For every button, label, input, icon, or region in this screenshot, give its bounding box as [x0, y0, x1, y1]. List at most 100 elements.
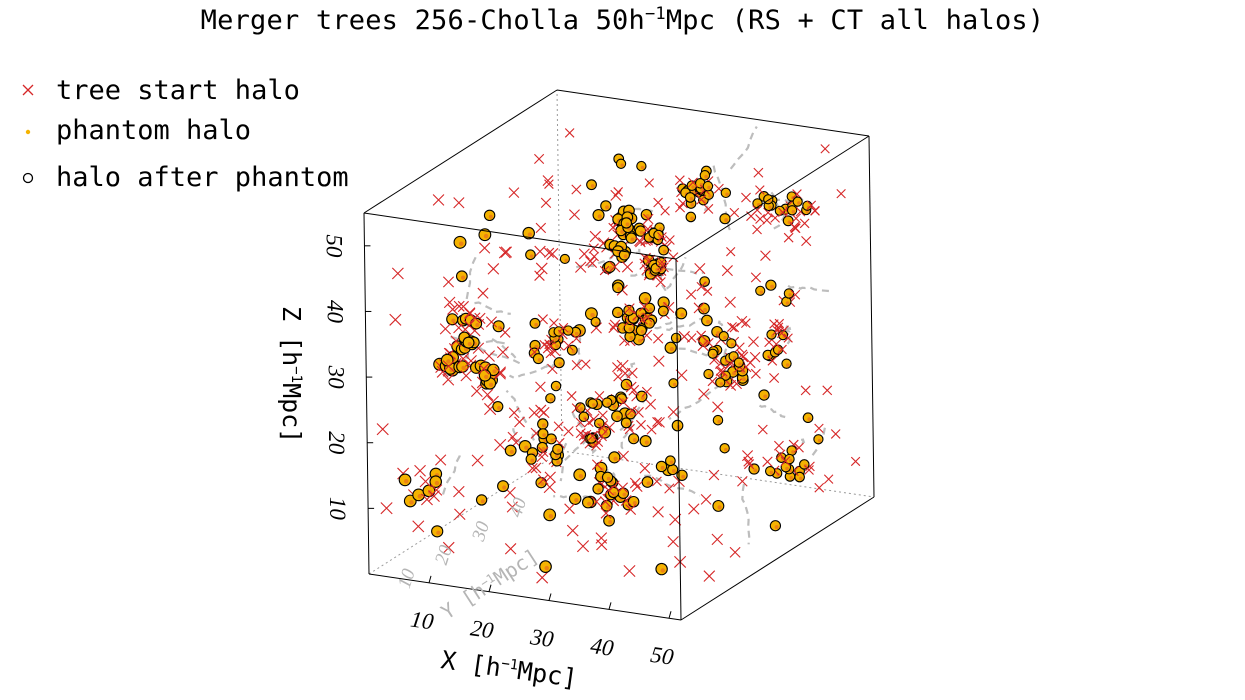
tree-start-marker — [668, 252, 679, 263]
phantom-halo-marker — [703, 307, 708, 313]
halo-track — [625, 361, 637, 378]
tree-start-marker — [508, 407, 520, 419]
phantom-halo-marker — [759, 290, 764, 294]
tree-start-marker — [769, 372, 780, 384]
box-edge — [868, 135, 875, 498]
tree-start-marker — [544, 247, 555, 258]
halo-after-phantom-marker — [755, 285, 766, 296]
phantom-halo-marker — [524, 445, 529, 450]
tree-start-marker — [760, 250, 771, 262]
tree-start-marker — [544, 179, 554, 189]
phantom-halo-marker — [622, 492, 627, 497]
tree-start-marker — [545, 341, 556, 352]
tree-start-marker — [549, 318, 559, 328]
phantom-halo-marker — [628, 327, 633, 332]
tree-start-marker — [646, 424, 657, 435]
tree-start-marker — [762, 215, 772, 226]
halo-track — [787, 284, 829, 293]
tree-start-marker — [783, 232, 794, 243]
tree-start-marker — [389, 313, 402, 326]
tree-start-marker — [380, 502, 393, 515]
z-tick-label: 40 — [322, 300, 347, 324]
z-tick-label: 50 — [321, 234, 346, 258]
phantom-halo-marker — [616, 415, 621, 420]
tree-start-marker — [626, 367, 638, 379]
box-front-edges — [363, 89, 875, 621]
y-tick-label: 20 — [431, 542, 457, 567]
tree-start-marker — [603, 485, 614, 496]
halo-track — [811, 422, 828, 456]
tree-start-marker — [460, 370, 472, 382]
tree-start-marker — [428, 490, 440, 503]
tree-start-marker — [850, 456, 861, 467]
tree-start-marker — [628, 384, 640, 396]
phantom-halo-marker — [541, 423, 546, 428]
phantom-halo-marker — [724, 447, 728, 452]
phantom-halo-marker — [669, 347, 675, 352]
tree-start-marker — [655, 277, 666, 288]
phantom-halo-marker — [620, 229, 625, 234]
tree-start-marker — [823, 474, 834, 484]
phantom-halo-marker — [785, 466, 789, 471]
tree-start-marker — [771, 339, 782, 349]
tree-start-marker — [443, 296, 456, 309]
halo-after-phantom-marker — [670, 332, 682, 344]
phantom-halo-marker — [671, 469, 676, 473]
phantom-halo-marker — [527, 232, 533, 237]
phantom-halo-marker — [770, 284, 775, 289]
tree-start-marker — [704, 337, 714, 348]
phantom-halo-marker — [817, 438, 822, 443]
tree-start-marker — [752, 224, 762, 235]
x-tick-label: 20 — [469, 615, 496, 643]
legend-label: tree start halo — [56, 74, 300, 106]
tree-start-marker — [430, 484, 443, 496]
phantom-halo-marker — [625, 422, 630, 427]
tree-start-marker — [667, 535, 679, 548]
tree-start-marker — [564, 128, 575, 138]
phantom-halo-marker — [768, 205, 772, 210]
tree-start-marker — [496, 346, 509, 359]
tree-start-marker — [563, 340, 574, 351]
x-tick-mark — [608, 602, 612, 610]
phantom-halo-marker — [590, 438, 595, 442]
tree-start-marker — [534, 153, 545, 165]
halo-after-phantom-marker — [653, 229, 664, 241]
phantom-halo-marker — [606, 476, 611, 481]
tree-start-marker — [453, 485, 465, 498]
legend-label: halo after phantom — [56, 161, 349, 193]
halo-track — [465, 252, 479, 300]
tree-start-marker — [453, 322, 465, 334]
tree-start-marker — [702, 286, 713, 296]
phantom-halo-marker — [461, 365, 466, 371]
tree-start-marker — [471, 454, 484, 467]
box-edge — [556, 89, 870, 137]
tree-start-marker — [442, 276, 455, 288]
tree-start-marker — [708, 469, 720, 481]
phantom-halo-marker — [620, 163, 624, 167]
tree-start-marker — [612, 362, 623, 373]
tree-start-marker — [755, 214, 766, 224]
phantom-halo-marker — [733, 355, 737, 360]
phantom-halo-marker — [597, 488, 602, 493]
phantom-halo-marker — [587, 501, 592, 506]
tree-start-marker — [454, 508, 466, 521]
tree-start-marker — [617, 482, 629, 493]
tree-start-marker — [376, 423, 389, 436]
phantom-halo-marker — [806, 205, 811, 209]
halo-after-phantom-marker — [707, 348, 718, 359]
tree-start-marker — [656, 257, 667, 268]
phantom-halo-marker — [555, 344, 559, 349]
tree-start-marker — [822, 385, 833, 396]
tree-start-marker — [800, 385, 811, 396]
tree-start-marker — [750, 368, 761, 379]
phantom-halo-marker — [708, 194, 712, 198]
tree-start-marker — [485, 316, 498, 328]
tree-start-marker — [500, 246, 513, 258]
tree-start-marker — [703, 570, 716, 582]
tree-start-marker — [568, 209, 580, 221]
halo-track — [644, 474, 701, 497]
tree-start-marker — [693, 302, 705, 314]
phantom-halo-marker — [571, 349, 576, 354]
tree-start-marker — [631, 481, 643, 493]
z-tick-label: 30 — [323, 365, 348, 390]
